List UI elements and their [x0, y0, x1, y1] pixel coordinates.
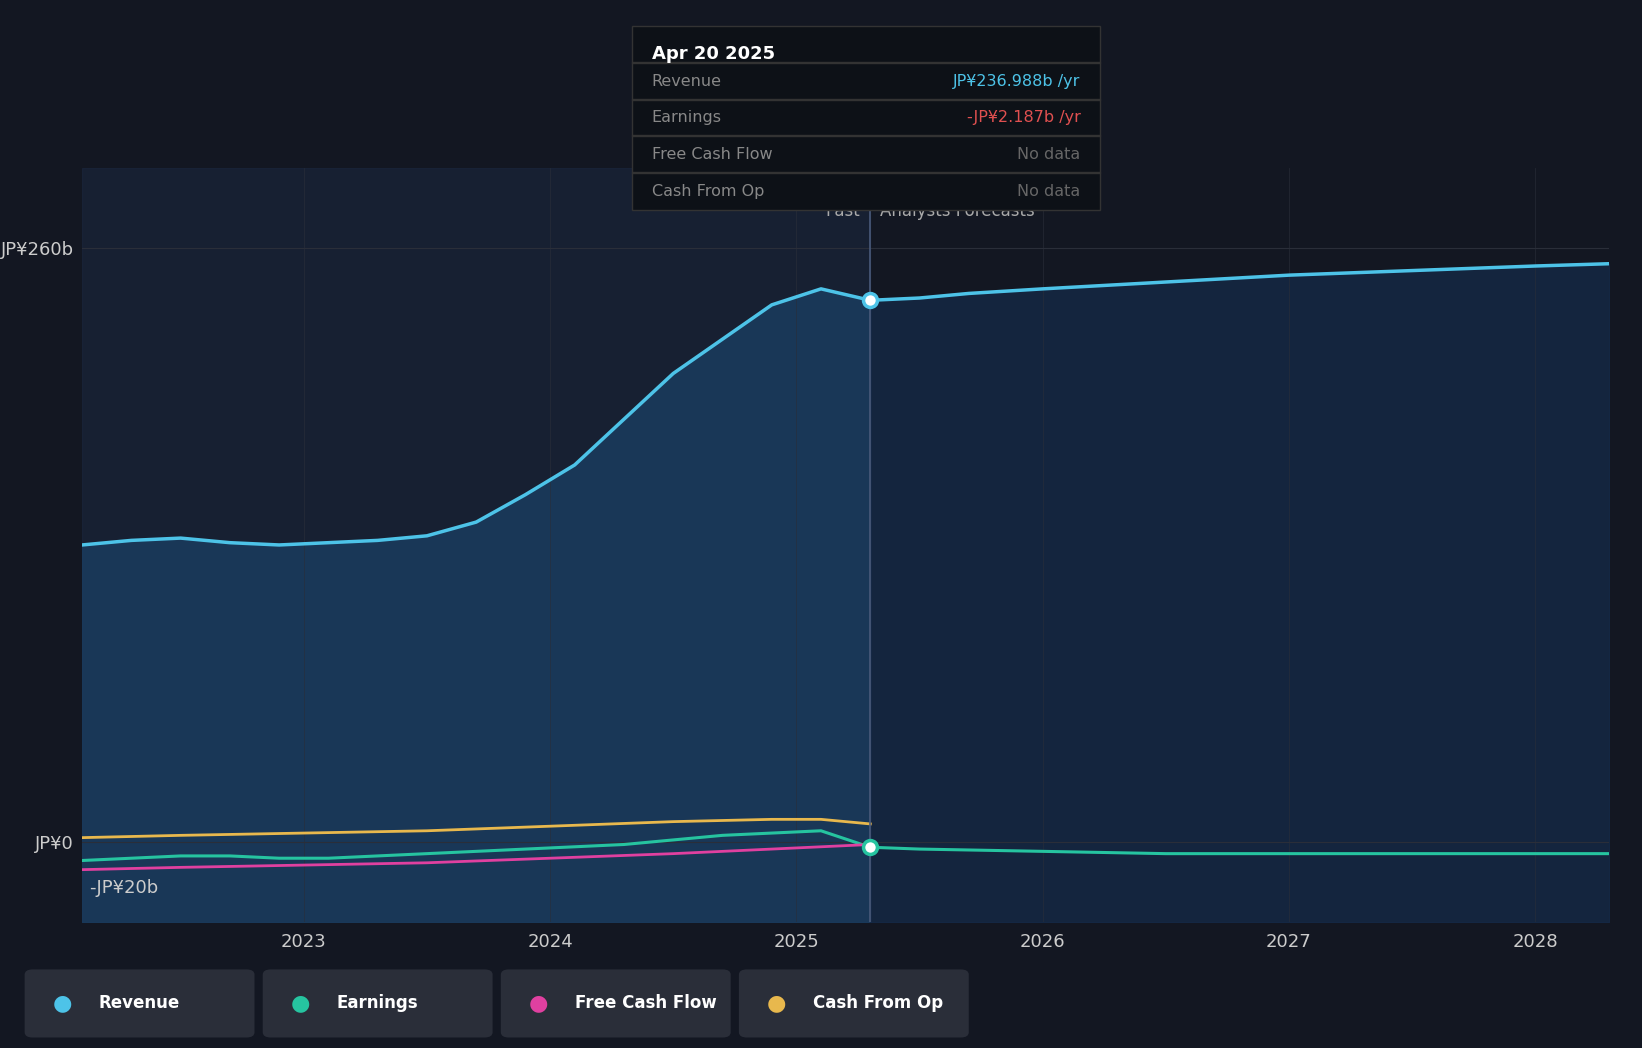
Text: No data: No data: [1016, 147, 1080, 162]
Text: Free Cash Flow: Free Cash Flow: [652, 147, 772, 162]
Text: ●: ●: [767, 994, 787, 1013]
Text: JP¥236.988b /yr: JP¥236.988b /yr: [952, 73, 1080, 89]
Text: No data: No data: [1016, 183, 1080, 199]
Text: ●: ●: [529, 994, 548, 1013]
Text: Earnings: Earnings: [652, 110, 722, 126]
Text: -JP¥2.187b /yr: -JP¥2.187b /yr: [967, 110, 1080, 126]
Text: ●: ●: [291, 994, 310, 1013]
Text: Free Cash Flow: Free Cash Flow: [575, 995, 716, 1012]
Text: Revenue: Revenue: [99, 995, 179, 1012]
Text: Apr 20 2025: Apr 20 2025: [652, 45, 775, 63]
Text: Cash From Op: Cash From Op: [652, 183, 764, 199]
Text: Analysts Forecasts: Analysts Forecasts: [880, 202, 1034, 220]
Text: Cash From Op: Cash From Op: [813, 995, 943, 1012]
Text: Revenue: Revenue: [652, 73, 722, 89]
Text: Earnings: Earnings: [337, 995, 419, 1012]
Bar: [82, 168, 870, 922]
Text: ●: ●: [53, 994, 72, 1013]
Text: -JP¥20b: -JP¥20b: [90, 879, 159, 897]
Text: Past: Past: [826, 202, 860, 220]
